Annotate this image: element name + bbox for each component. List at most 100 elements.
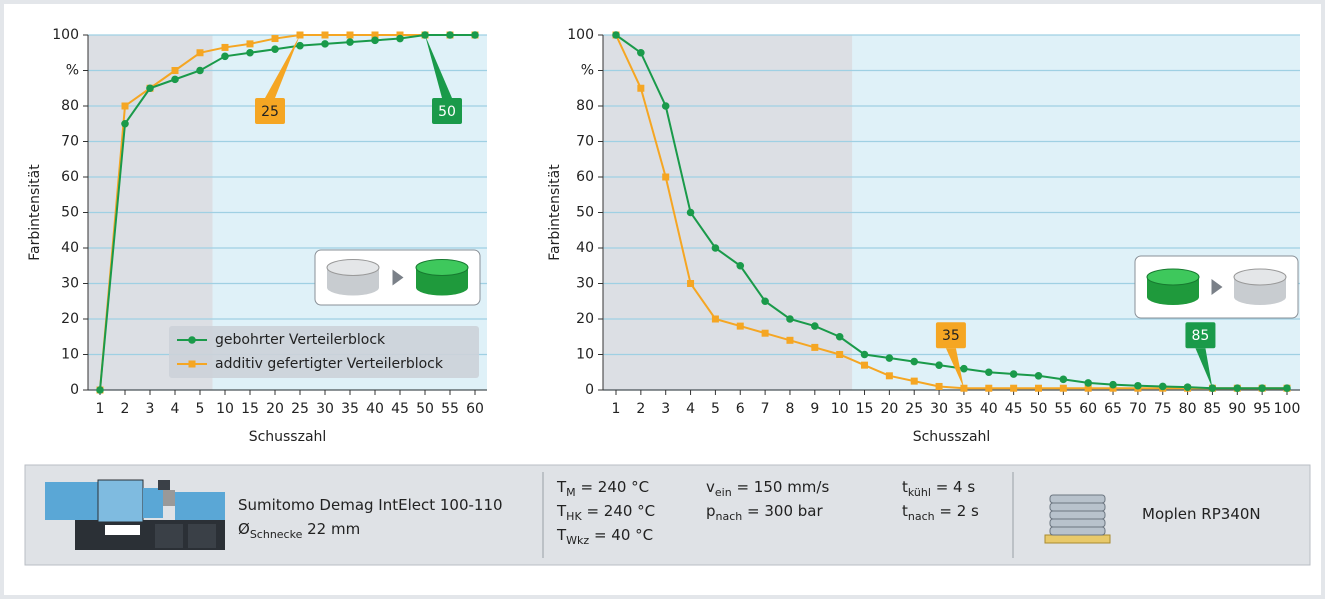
x-axis-title: Schusszahl [249, 429, 327, 445]
x-tick-label: 70 [1129, 401, 1147, 417]
marker [246, 48, 254, 57]
x-tick-label: 60 [466, 401, 484, 417]
x-tick-label: 1 [612, 401, 621, 417]
series-line [615, 34, 1287, 390]
legend-marker [188, 360, 196, 368]
marker [146, 84, 154, 93]
marker [1059, 384, 1067, 392]
symbol: Ø [238, 520, 250, 538]
marker [811, 322, 819, 330]
symbol: T [557, 502, 567, 520]
symbol: t [902, 478, 908, 496]
parameter: THK = 240 °C [557, 502, 655, 523]
x-tick-label: 45 [1005, 401, 1023, 417]
symbol: T [557, 526, 567, 544]
subscript: HK [566, 510, 582, 523]
y-tick-label: 30 [576, 276, 594, 292]
callout-pointer [265, 35, 300, 98]
x-tick-label: 5 [196, 401, 205, 417]
x-tick-label: 6 [736, 401, 745, 417]
marker [1258, 384, 1266, 393]
series-line [99, 34, 475, 391]
x-tick-label: 3 [146, 401, 155, 417]
marker [1183, 383, 1192, 391]
y-tick-label: 60 [61, 169, 79, 185]
marker [687, 280, 695, 287]
legend-label: gebohrter Verteilerblock [215, 332, 386, 348]
marker [736, 322, 744, 330]
marker [860, 350, 869, 359]
y-tick-label: 100 [567, 27, 594, 43]
parameter: TM = 240 °C [557, 478, 649, 499]
callout-label: 85 [1192, 328, 1210, 344]
subscript: M [566, 486, 576, 499]
part-bottom [1234, 289, 1286, 305]
callout-label: 50 [438, 104, 456, 120]
marker [786, 315, 794, 323]
series-line [615, 34, 1287, 390]
x-tick-label: 15 [856, 401, 874, 417]
marker [861, 361, 869, 369]
marker [1059, 375, 1068, 384]
parameter: pnach = 300 bar [706, 502, 823, 523]
marker [171, 75, 179, 84]
x-tick-label: 45 [391, 401, 409, 417]
part-bottom [416, 279, 468, 296]
marker [910, 357, 919, 366]
y-tick-label: 80 [61, 98, 79, 114]
marker [935, 361, 943, 369]
x-tick-label: 100 [1274, 401, 1301, 417]
icon-arrow [392, 269, 404, 286]
screw-diameter: ØSchnecke 22 mm [238, 520, 360, 541]
marker [1009, 370, 1018, 378]
y-tick-label: 30 [61, 276, 79, 292]
x-tick-label: 20 [266, 401, 284, 417]
callout-label: 25 [261, 104, 279, 120]
x-tick-label: 5 [711, 401, 720, 417]
marker [1084, 379, 1092, 387]
value: = 2 s [934, 502, 979, 520]
value: 22 mm [302, 520, 361, 538]
x-tick-label: 30 [930, 401, 948, 417]
x-tick-label: 8 [786, 401, 795, 417]
icon-arrow [1211, 279, 1223, 295]
marker [885, 372, 893, 380]
callout-box [1185, 322, 1216, 349]
y-tick-label: 50 [576, 205, 594, 221]
part-icon [1134, 255, 1299, 319]
marker [1208, 384, 1217, 393]
legend-marker [188, 336, 196, 344]
marker [985, 384, 993, 392]
marker [1158, 382, 1167, 391]
subscript: nach [715, 510, 743, 523]
y-tick-label: 70 [61, 134, 79, 150]
marker [711, 315, 719, 323]
marker [637, 84, 645, 92]
part-top [1146, 268, 1200, 286]
marker [346, 38, 354, 46]
x-tick-label: 95 [1253, 401, 1271, 417]
x-tick-label: 3 [661, 401, 670, 417]
y-tick-label: 0 [585, 382, 594, 398]
y-tick-label: % [66, 63, 79, 79]
parameter: vein = 150 mm/s [706, 478, 829, 499]
symbol: p [706, 502, 716, 520]
x-tick-label: 75 [1154, 401, 1172, 417]
x-tick-label: 50 [1030, 401, 1048, 417]
x-tick-label: 9 [810, 401, 819, 417]
marker [371, 31, 379, 39]
x-tick-label: 25 [291, 401, 309, 417]
marker [761, 297, 769, 306]
part-top [326, 259, 380, 276]
marker [321, 40, 329, 48]
marker [246, 40, 254, 48]
y-tick-label: 10 [576, 347, 594, 363]
marker [1034, 384, 1042, 392]
machine-icon [45, 479, 225, 550]
x-tick-label: 4 [171, 401, 180, 417]
marker [835, 332, 844, 341]
x-tick-label: 10 [831, 401, 849, 417]
x-tick-label: 20 [880, 401, 898, 417]
symbol: t [902, 502, 908, 520]
marker [612, 31, 620, 39]
